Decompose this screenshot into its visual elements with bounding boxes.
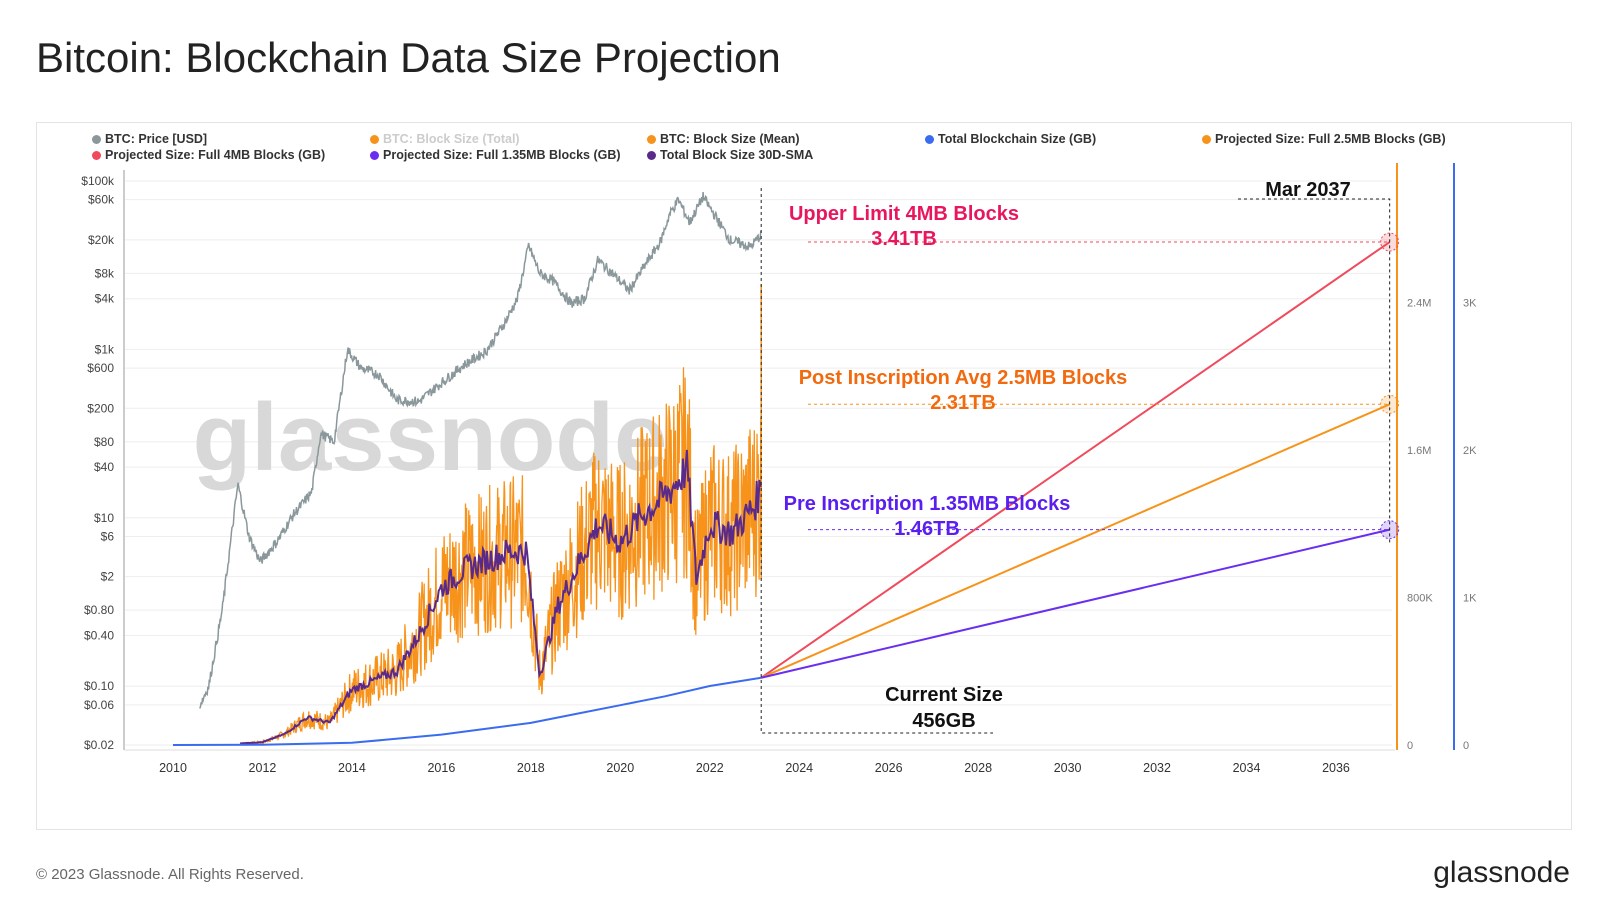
legend-item[interactable]: BTC: Block Size (Total) [370, 132, 520, 146]
block-size-total-line [239, 367, 762, 745]
price-tick-label: $10 [94, 511, 114, 525]
legend-label: Projected Size: Full 1.35MB Blocks (GB) [383, 148, 621, 162]
end-date-label: Mar 2037 [1265, 179, 1351, 201]
projection-2-5mb-line [760, 403, 1391, 679]
price-tick-label: $6 [101, 529, 115, 543]
legend-label: BTC: Block Size (Mean) [660, 132, 800, 146]
post-inscription-value: 2.31TB [930, 392, 996, 414]
chart-frame [36, 122, 1572, 830]
x-tick-label: 2016 [427, 761, 455, 775]
x-tick-label: 2022 [696, 761, 724, 775]
legend-label: Total Block Size 30D-SMA [660, 148, 814, 162]
projection-4mb-line [760, 241, 1391, 679]
x-tick-label: 2026 [875, 761, 903, 775]
price-tick-label: $1k [95, 342, 115, 356]
legend-item[interactable]: Projected Size: Full 4MB Blocks (GB) [92, 148, 325, 162]
price-line [199, 192, 762, 709]
x-tick-label: 2024 [785, 761, 813, 775]
pre-inscription-value: 1.46TB [894, 518, 960, 540]
blockchain-size-line [172, 676, 762, 746]
x-tick-label: 2036 [1322, 761, 1350, 775]
legend-dot-icon [647, 151, 656, 160]
current-date-marker [760, 188, 993, 734]
legend-dot-icon [925, 135, 934, 144]
price-tick-label: $60k [88, 193, 115, 207]
legend-item[interactable]: Total Blockchain Size (GB) [925, 132, 1096, 146]
legend-dot-icon [1202, 135, 1211, 144]
legend-dot-icon [92, 151, 101, 160]
price-tick-label: $0.06 [84, 698, 114, 712]
watermark: glassnode [193, 384, 668, 491]
x-tick-label: 2012 [249, 761, 277, 775]
blockchain-size-tick-label: 0 [1463, 740, 1469, 752]
legend-item[interactable]: Projected Size: Full 1.35MB Blocks (GB) [370, 148, 621, 162]
block-size-tick-label: 1.6M [1407, 445, 1431, 457]
block-size-tick-label: 0 [1407, 740, 1413, 752]
x-tick-label: 2010 [159, 761, 187, 775]
x-tick-label: 2034 [1233, 761, 1261, 775]
price-tick-label: $2 [101, 570, 115, 584]
price-tick-label: $600 [87, 361, 114, 375]
page-title: Bitcoin: Blockchain Data Size Projection [36, 34, 781, 81]
legend-dot-icon [370, 151, 379, 160]
blockchain-size-tick-label: 3K [1463, 298, 1477, 310]
x-tick-label: 2030 [1054, 761, 1082, 775]
price-tick-label: $0.40 [84, 629, 114, 643]
legend-label: Total Blockchain Size (GB) [938, 132, 1097, 146]
x-tick-label: 2032 [1143, 761, 1171, 775]
price-tick-label: $8k [95, 266, 115, 280]
legend-dot-icon [647, 135, 656, 144]
upper-limit-title: Upper Limit 4MB Blocks [789, 203, 1019, 225]
price-tick-label: $80 [94, 435, 114, 449]
copyright: © 2023 Glassnode. All Rights Reserved. [36, 866, 304, 883]
pre-inscription-title: Pre Inscription 1.35MB Blocks [784, 493, 1071, 515]
price-tick-label: $200 [87, 401, 114, 415]
post-inscription-title: Post Inscription Avg 2.5MB Blocks [799, 367, 1128, 389]
projection-1-35mb-line [760, 528, 1390, 679]
block-size-tick-label: 800K [1407, 593, 1433, 605]
price-tick-label: $4k [95, 292, 115, 306]
x-tick-label: 2028 [964, 761, 992, 775]
x-tick-label: 2020 [606, 761, 634, 775]
price-tick-label: $0.80 [84, 603, 114, 617]
current-size-value: 456GB [912, 710, 975, 732]
price-tick-label: $20k [88, 233, 115, 247]
legend-label: BTC: Price [USD] [105, 132, 208, 146]
legend-item[interactable]: BTC: Price [USD] [92, 132, 207, 146]
current-size-title: Current Size [885, 684, 1003, 706]
block-size-tick-label: 2.4M [1407, 298, 1431, 310]
legend-item[interactable]: Total Block Size 30D-SMA [647, 148, 813, 162]
upper-limit-value: 3.41TB [871, 228, 937, 250]
x-tick-label: 2018 [517, 761, 545, 775]
legend-item[interactable]: BTC: Block Size (Mean) [647, 132, 800, 146]
brand-logo: glassnode [1433, 856, 1570, 889]
legend-item[interactable]: Projected Size: Full 2.5MB Blocks (GB) [1202, 132, 1446, 146]
blockchain-size-tick-label: 1K [1463, 593, 1477, 605]
block-size-sma-line [240, 449, 762, 745]
legend-dot-icon [370, 135, 379, 144]
blockchain-size-tick-label: 2K [1463, 445, 1477, 457]
legend-label: Projected Size: Full 4MB Blocks (GB) [105, 148, 326, 162]
price-tick-label: $0.10 [84, 679, 114, 693]
legend-label: BTC: Block Size (Total) [383, 132, 520, 146]
price-tick-label: $100k [81, 174, 115, 188]
x-tick-label: 2014 [338, 761, 366, 775]
end-date-marker [1238, 198, 1391, 545]
price-tick-label: $0.02 [84, 738, 114, 752]
legend-label: Projected Size: Full 2.5MB Blocks (GB) [1215, 132, 1446, 146]
legend-dot-icon [92, 135, 101, 144]
price-tick-label: $40 [94, 460, 114, 474]
